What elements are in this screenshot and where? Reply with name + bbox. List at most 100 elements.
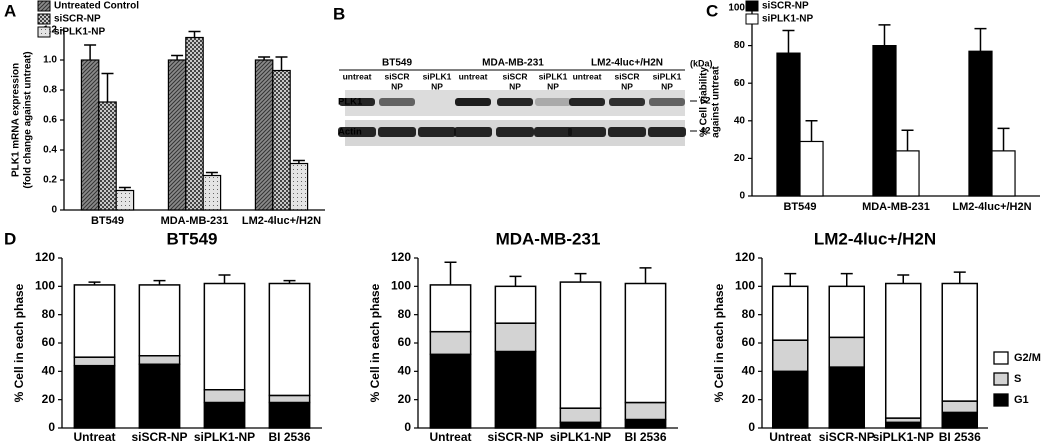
error-bar — [275, 56, 288, 71]
x-tick-label: BT549 — [91, 215, 124, 227]
blot-unit: (kDa) — [690, 58, 713, 68]
blot-band — [648, 127, 686, 137]
x-tick-label: Untreat — [73, 430, 115, 444]
blot-band — [454, 127, 492, 137]
bar-segment — [828, 285, 866, 339]
x-tick-label: siSCR-NP — [131, 430, 187, 444]
legend-label: siSCR-NP — [54, 14, 101, 25]
y-tick-label: 0.8 — [43, 85, 57, 96]
blot-marker-label: 62 — [700, 96, 711, 107]
bar-segment — [429, 330, 472, 356]
y-tick-label: 60 — [734, 78, 746, 89]
legend-label: Untreated Control — [54, 1, 139, 12]
bar-segment — [268, 282, 311, 397]
y-tick-label: 120 — [35, 250, 55, 264]
bar-segment — [941, 282, 979, 402]
error-bar — [878, 24, 891, 46]
y-tick-label: 0 — [48, 420, 55, 434]
bar — [776, 52, 801, 197]
bar-segment — [771, 285, 809, 341]
error-bar — [292, 159, 305, 164]
y-tick-label: 20 — [734, 153, 746, 164]
bar-segment — [138, 284, 181, 357]
blot-band — [608, 127, 646, 137]
bar — [968, 50, 993, 197]
error-bar — [953, 271, 966, 284]
blot-band — [649, 98, 685, 106]
bar — [202, 174, 222, 211]
blot-band — [339, 98, 375, 106]
bar-segment — [771, 370, 809, 429]
bar-segment — [268, 394, 311, 404]
blot-band — [497, 98, 533, 106]
blot-marker-label: 42 — [700, 126, 711, 137]
error-bar — [283, 279, 296, 284]
bar-segment — [203, 389, 246, 404]
y-tick-label: 120 — [735, 250, 755, 264]
y-axis-label: % Cell in each phase — [12, 283, 26, 402]
y-axis-label: PLK1 mRNA expression — [11, 63, 22, 177]
y-tick-label: 60 — [742, 335, 756, 349]
legend-label: G1 — [1014, 394, 1029, 406]
x-tick-label: BI 2536 — [939, 430, 981, 444]
y-tick-label: 0 — [404, 420, 411, 434]
error-bar — [118, 186, 131, 191]
panel-label: B — [333, 4, 345, 23]
bar-segment — [559, 281, 602, 409]
chart-title: BT549 — [166, 229, 217, 248]
error-bar — [574, 272, 587, 283]
x-tick-label: LM2-4luc+/H2N — [952, 201, 1031, 213]
y-tick-label: 120 — [391, 250, 411, 264]
error-bar — [205, 171, 218, 176]
bar-segment — [941, 400, 979, 414]
bar-segment — [138, 355, 181, 365]
bar-segment — [624, 282, 667, 404]
legend-swatch — [745, 13, 759, 25]
y-tick-label: 100 — [35, 279, 55, 293]
legend-label: siSCR-NP — [762, 1, 809, 12]
x-tick-label: LM2-4luc+/H2N — [242, 215, 321, 227]
blot-lane-label: NP — [391, 81, 403, 91]
y-tick-label: 0.4 — [43, 145, 57, 156]
y-axis-label: (fold change against untreat) — [23, 51, 34, 188]
error-bar — [784, 272, 797, 287]
y-tick-label: 100 — [391, 279, 411, 293]
panel-label: A — [4, 1, 16, 20]
bar — [98, 101, 117, 211]
error-bar — [84, 44, 97, 60]
legend-label: siPLK1-NP — [54, 27, 105, 38]
blot-lane-label: siSCR — [614, 71, 639, 81]
chart-title: MDA-MB-231 — [496, 229, 601, 248]
blot-lane-label: NP — [661, 81, 673, 91]
y-tick-label: 60 — [398, 335, 412, 349]
bar — [799, 140, 824, 197]
y-tick-label: 40 — [42, 364, 56, 378]
blot-lane-label: siPLK1 — [423, 71, 452, 81]
y-axis-label: % Cell in each phase — [712, 283, 726, 402]
bar-segment — [429, 353, 472, 429]
bar-segment — [73, 356, 116, 367]
blot-lane-label: siSCR — [384, 71, 409, 81]
bar-segment — [268, 401, 311, 429]
error-bar — [218, 274, 231, 284]
blot-lane-label: siSCR — [502, 71, 527, 81]
bar-segment — [624, 401, 667, 421]
y-tick-label: 0.6 — [43, 115, 57, 126]
blot-lane-label: untreat — [459, 71, 488, 81]
y-tick-label: 40 — [742, 364, 756, 378]
bar — [991, 150, 1016, 197]
y-tick-label: 0.2 — [43, 175, 57, 186]
x-tick-label: siSCR-NP — [487, 430, 543, 444]
bar — [80, 59, 100, 211]
blot-lane-label: siPLK1 — [539, 71, 568, 81]
bar — [289, 162, 309, 211]
bar-segment — [771, 339, 809, 373]
bar — [185, 36, 204, 211]
y-tick-label: 80 — [742, 307, 756, 321]
blot-lane-label: NP — [509, 81, 521, 91]
y-tick-label: 40 — [398, 364, 412, 378]
blot-group-label: MDA-MB-231 — [482, 58, 544, 69]
blot-group-label: LM2-4luc+/H2N — [591, 58, 663, 69]
blot-lane-label: siPLK1 — [653, 71, 682, 81]
error-bar — [997, 127, 1010, 151]
